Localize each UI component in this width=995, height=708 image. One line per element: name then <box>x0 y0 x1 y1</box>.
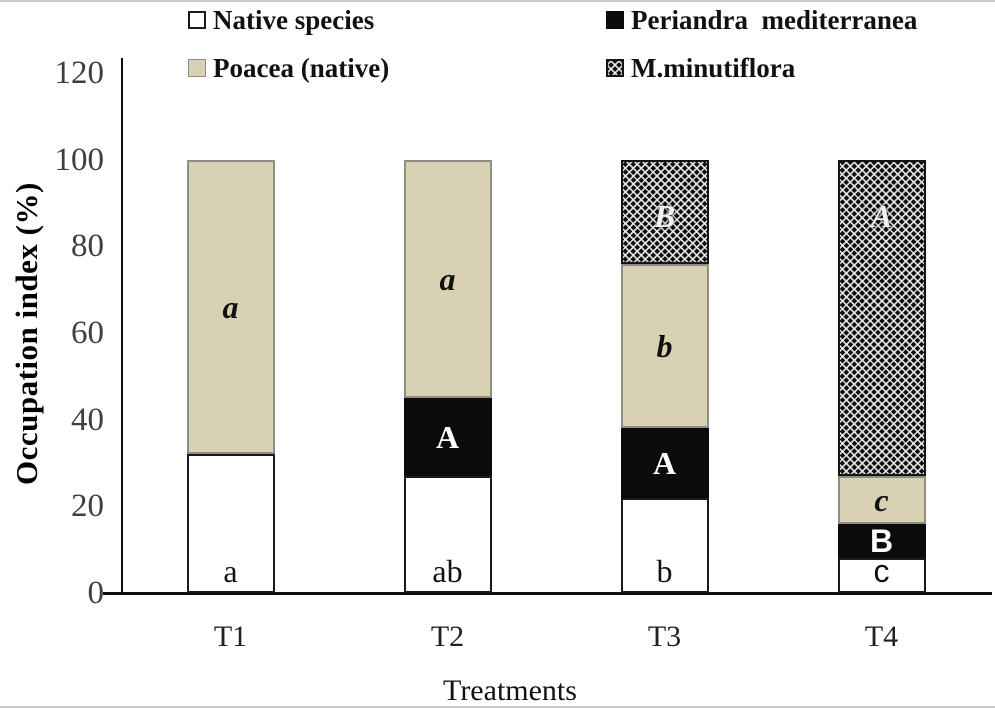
y-tick-label: 0 <box>87 575 105 611</box>
bar-segment-white-T4: c <box>837 553 926 593</box>
segment-letter-label: ab <box>432 553 463 589</box>
segment-letter-label: a <box>439 260 456 297</box>
segment-letter-label: B <box>653 197 676 234</box>
legend-item-white: Native species <box>188 6 606 34</box>
y-tick-label: 40 <box>71 401 104 438</box>
bar-segment-white-T3: b <box>620 497 709 593</box>
bar-segment-white-T2: ab <box>403 476 492 593</box>
segment-letter-label: A <box>870 197 893 234</box>
segment-letter-label: b <box>656 328 673 365</box>
bar-segment-black-T3: A <box>620 428 709 498</box>
x-axis-line <box>103 592 992 595</box>
legend-swatch-hatch-icon <box>606 59 624 77</box>
legend-swatch-black-icon <box>606 11 624 29</box>
segment-letter-label: A <box>435 419 460 455</box>
legend-label: Native species <box>213 5 375 35</box>
segment-letter-label: a <box>223 553 238 589</box>
y-tick-label: 80 <box>71 228 104 265</box>
legend-label: Poacea (native) <box>213 53 390 83</box>
y-tick-label: 120 <box>54 55 105 91</box>
segment-letter-label: a <box>222 289 239 326</box>
y-tick-label: 60 <box>71 315 104 351</box>
y-tick-label: 20 <box>71 488 104 525</box>
bar-segment-black-T2: A <box>403 398 492 476</box>
legend-swatch-white-icon <box>188 11 206 29</box>
segment-letter-label: A <box>652 445 677 481</box>
legend-item-hatch: M.minutiflora <box>606 54 917 82</box>
segment-letter-label: c <box>874 481 889 518</box>
x-category-label-T1: T1 <box>213 620 248 653</box>
segment-letter-label: c <box>873 553 890 589</box>
segment-letter-label: B <box>869 523 894 560</box>
bar-segment-tan-T3: b <box>620 263 709 429</box>
y-tick-label: 100 <box>54 141 105 178</box>
y-axis-line <box>121 58 123 595</box>
legend-item-black: Periandra mediterranea <box>606 6 917 34</box>
top-border-line <box>0 0 995 2</box>
x-category-label-T2: T2 <box>430 620 465 653</box>
x-axis-title: Treatments <box>443 674 577 707</box>
bar-segment-tan-T4: c <box>837 476 926 524</box>
legend: Native species Periandra mediterranea Poac… <box>188 6 917 82</box>
legend-label: M.minutiflora <box>631 53 796 83</box>
bar-segment-white-T1: a <box>186 454 275 593</box>
bar-segment-hatch-T4: A <box>837 159 926 477</box>
x-category-label-T4: T4 <box>864 620 899 653</box>
bottom-border-line <box>0 706 995 708</box>
x-category-label-T3: T3 <box>647 620 682 653</box>
legend-swatch-tan-icon <box>188 59 206 77</box>
bar-segment-black-T4: B <box>837 523 926 560</box>
bar-segment-tan-T1: a <box>186 159 275 455</box>
legend-label: Periandra mediterranea <box>631 5 918 35</box>
bar-segment-tan-T2: a <box>403 159 492 398</box>
bar-segment-hatch-T3: B <box>620 159 709 264</box>
legend-item-tan: Poacea (native) <box>188 54 606 82</box>
segment-letter-label: b <box>656 553 673 589</box>
